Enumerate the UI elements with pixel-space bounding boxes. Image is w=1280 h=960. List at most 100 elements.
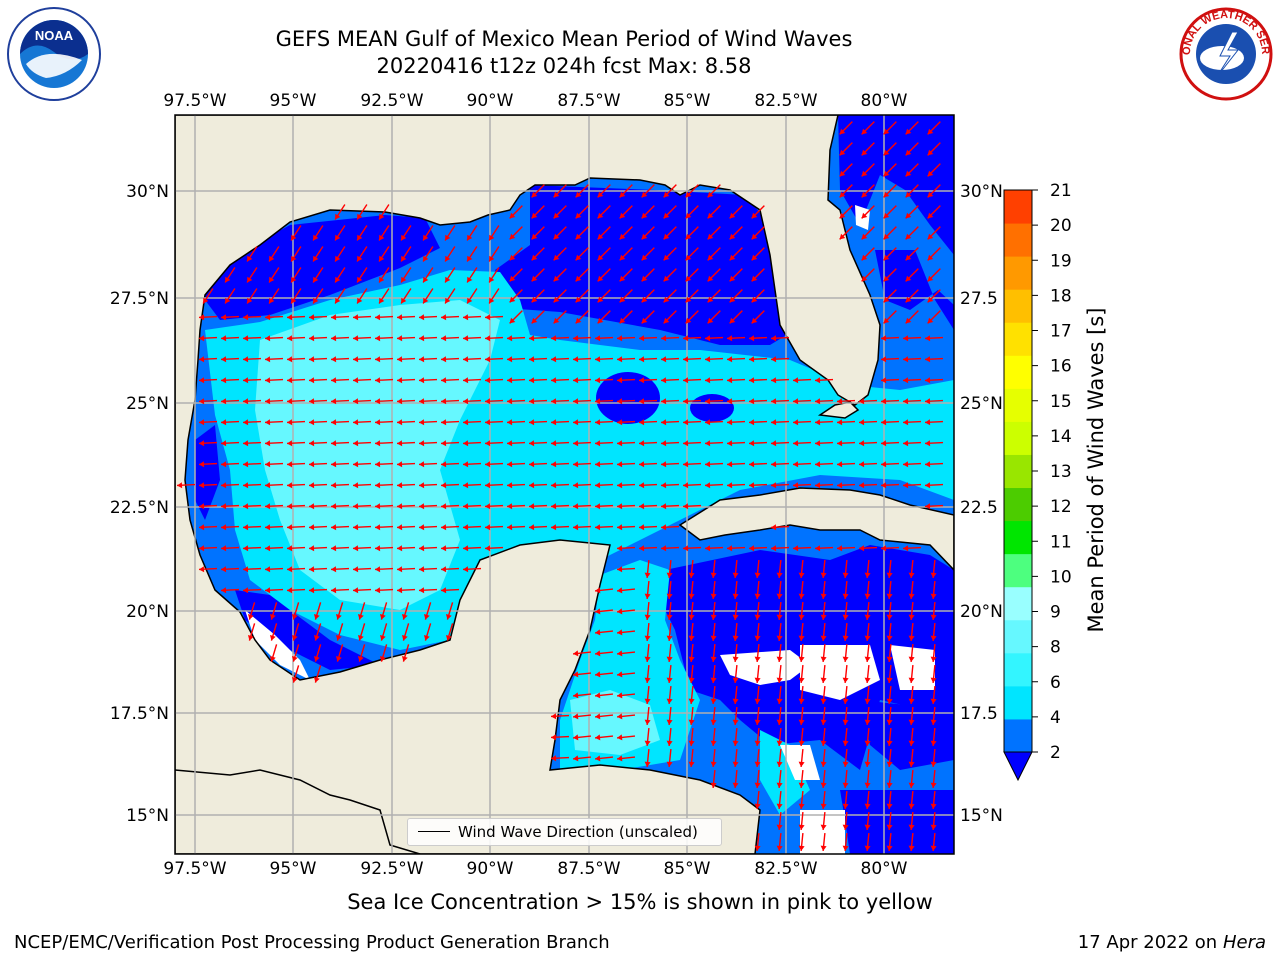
wind-arrow-head [573, 398, 579, 405]
wind-arrow-head [751, 296, 758, 303]
wind-arrow-head [619, 296, 626, 303]
wind-wave-direction-arrows [176, 121, 944, 852]
wind-arrow-head [463, 461, 469, 468]
wind-arrow-head [861, 149, 868, 156]
wind-arrow-head [839, 128, 846, 135]
wind-arrow-head [423, 234, 429, 241]
wind-arrow-head [793, 377, 799, 384]
wind-arrow-head [507, 419, 513, 426]
wind-arrow-head [842, 824, 849, 830]
colorbar-segment [1004, 190, 1032, 224]
wind-arrow-head [353, 587, 359, 594]
wind-arrow-head [575, 191, 582, 198]
colorbar-tick-label: 14 [1050, 427, 1072, 447]
wind-arrow-head [751, 233, 758, 240]
wind-arrow-head [864, 698, 871, 704]
wind-arrow-head [551, 398, 557, 405]
wind-arrow-head [798, 698, 805, 704]
wind-arrow-head [287, 314, 293, 321]
wind-arrow-head [287, 440, 293, 447]
wind-arrow-head [331, 356, 337, 363]
wind-arrow-head [815, 377, 821, 384]
wind-arrow-head [265, 377, 271, 384]
wind-arrow-head [776, 845, 783, 851]
wind-arrow-head [467, 276, 473, 283]
wind-arrow-head [683, 335, 689, 342]
wind-arrow-head [617, 440, 623, 447]
wind-arrow-head [573, 755, 579, 762]
nws-logo: NATIONAL WEATHER SERVICE [1176, 6, 1273, 101]
wind-arrow-head [663, 317, 670, 324]
wind-arrow-head [331, 587, 337, 594]
wind-arrow-head [685, 275, 692, 282]
wind-arrow-head [287, 503, 293, 510]
wind-arrow-head [798, 845, 805, 851]
wind-arrow-head [291, 276, 297, 283]
wind-arrow-head [639, 356, 645, 363]
wind-arrow-head [617, 503, 623, 510]
wind-arrow-head [489, 297, 495, 304]
wind-arrow-head [666, 719, 673, 725]
wind-arrow-head [644, 740, 651, 746]
wind-arrow-head [732, 677, 739, 683]
wind-arrow-head [864, 740, 871, 746]
wind-arrow-head [639, 440, 645, 447]
wind-arrow-head [886, 677, 893, 683]
wind-arrow-head [663, 296, 670, 303]
colorbar-tick-label: 20 [1050, 216, 1072, 236]
wind-arrow-head [357, 234, 363, 241]
wind-arrow-head [644, 593, 651, 599]
wind-arrow-head [619, 254, 626, 261]
wind-arrow-head [707, 296, 714, 303]
wind-arrow-head [861, 170, 868, 177]
wind-arrow-head [905, 149, 912, 156]
lon-label-bottom: 92.5°W [360, 859, 423, 879]
wind-arrow-head [531, 254, 538, 261]
wind-arrow-head [754, 656, 761, 662]
wind-arrow-head [842, 635, 849, 641]
lat-label-right: 22.5 [960, 498, 998, 518]
wind-arrow-head [864, 782, 871, 788]
wind-arrow-head [688, 761, 695, 767]
wind-arrow-head [930, 656, 937, 662]
wind-arrow-head [842, 719, 849, 725]
lon-label-top: 92.5°W [360, 91, 423, 111]
wind-arrow-head [776, 656, 783, 662]
wind-arrow-head [861, 233, 868, 240]
wind-arrow-head [353, 377, 359, 384]
wind-arrow-head [820, 698, 827, 704]
wind-arrow-head [331, 503, 337, 510]
wind-arrow-head [859, 398, 865, 405]
wind-arrow-head [291, 613, 298, 620]
wind-arrow-head [441, 419, 447, 426]
colorbar-segment [1004, 421, 1032, 455]
wind-arrow-head [353, 419, 359, 426]
wind-arrow-head [463, 419, 469, 426]
wind-arrow-head [445, 234, 451, 241]
wind-arrow-head [886, 614, 893, 620]
wind-arrow-head [688, 572, 695, 578]
wind-arrow-head [401, 297, 407, 304]
wind-arrow-head [908, 656, 915, 662]
wind-arrow-head [509, 275, 516, 282]
wind-arrow-head [683, 440, 689, 447]
wind-arrow-head [666, 572, 673, 578]
wind-arrow-head [353, 545, 359, 552]
wind-arrow-head [886, 656, 893, 662]
wind-arrow-head [776, 635, 783, 641]
wind-arrow-head [269, 297, 275, 304]
wind-arrow-head [837, 440, 843, 447]
wind-arrow-head [793, 461, 799, 468]
wind-arrow-head [903, 377, 909, 384]
wind-arrow-head [727, 545, 733, 552]
wind-arrow-head [199, 398, 205, 405]
wind-arrow-head [243, 503, 249, 510]
wind-arrow-head [531, 212, 538, 219]
wind-arrow-head [573, 713, 579, 720]
wind-arrow-head [908, 845, 915, 851]
wind-arrow-head [353, 524, 359, 531]
lat-label-left: 15°N [126, 806, 169, 826]
colorbar-segment [1004, 652, 1032, 687]
lat-label-left: 20°N [126, 602, 169, 622]
wind-arrow-head [617, 692, 623, 699]
